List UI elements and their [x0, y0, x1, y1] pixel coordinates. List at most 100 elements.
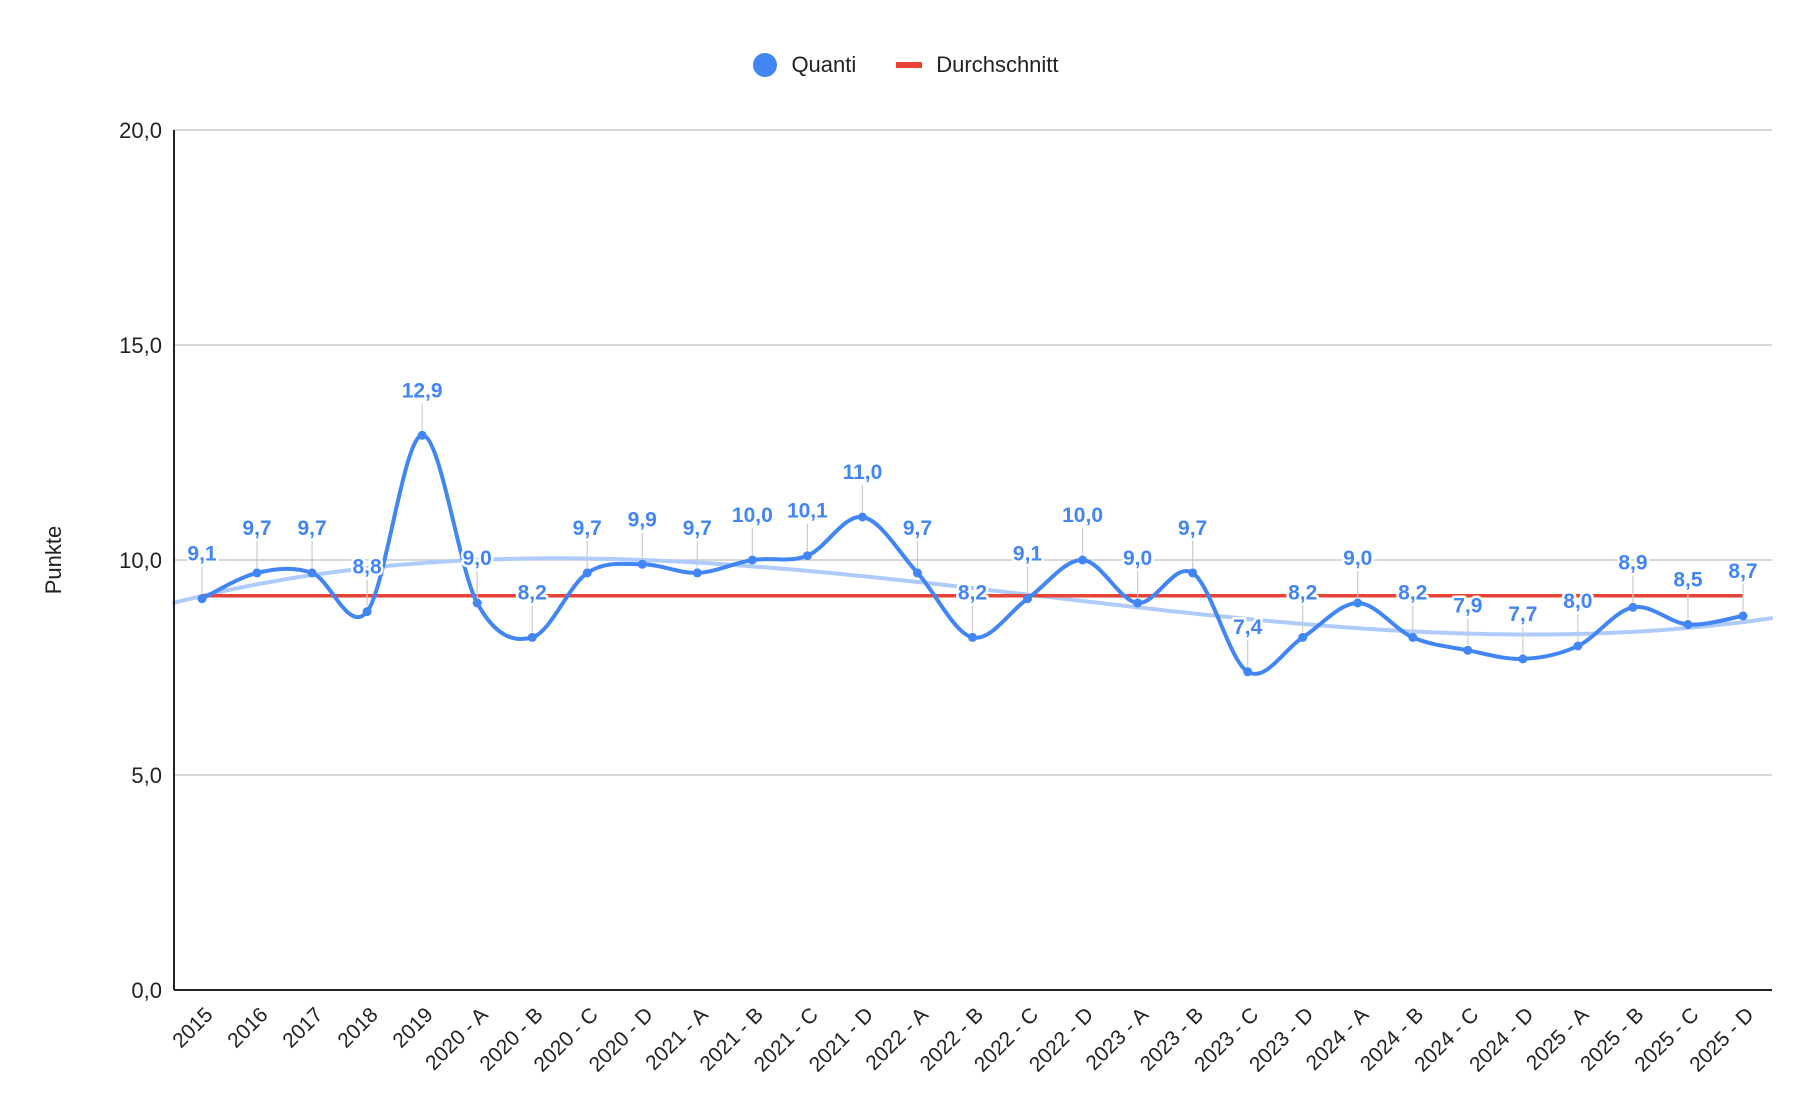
- data-point: [472, 598, 482, 608]
- data-point: [252, 568, 262, 578]
- data-label: 9,7: [1178, 517, 1207, 540]
- legend-durchschnitt-marker: [896, 62, 923, 68]
- y-tick-label: 0,0: [131, 978, 162, 1003]
- data-label: 9,1: [1013, 543, 1043, 566]
- data-label: 9,7: [573, 517, 602, 540]
- data-point: [362, 607, 372, 617]
- x-tick-label: 2019: [388, 1003, 437, 1052]
- data-label: 7,4: [1233, 616, 1263, 639]
- data-label: 8,8: [353, 556, 383, 579]
- data-label: 8,2: [1398, 581, 1427, 604]
- data-label: 12,9: [402, 379, 443, 402]
- data-label-halo: 7,4: [1233, 616, 1263, 639]
- data-label-halo: 8,8: [353, 556, 383, 579]
- data-label-halo: 9,7: [1178, 517, 1207, 540]
- data-point: [1683, 620, 1693, 629]
- y-tick-label: 20,0: [119, 118, 162, 143]
- data-point: [417, 430, 427, 440]
- data-point: [1133, 598, 1143, 608]
- data-label: 8,7: [1728, 560, 1757, 583]
- data-label: 7,9: [1453, 594, 1482, 617]
- y-tick-label: 10,0: [119, 548, 162, 573]
- y-axis-ticks: 0,0 5,0 10,0 15,0 20,0: [119, 118, 162, 1003]
- x-tick-label: 2017: [278, 1003, 327, 1052]
- quanti-points: [197, 430, 1748, 677]
- data-point: [1353, 598, 1363, 608]
- data-point: [1188, 568, 1198, 578]
- legend-quanti-label: Quanti: [791, 52, 857, 77]
- data-label: 8,2: [958, 581, 987, 604]
- data-label-halo: 8,0: [1563, 590, 1592, 613]
- data-label-halo: 10,0: [732, 504, 773, 527]
- data-point: [1628, 602, 1638, 612]
- data-label-halo: 9,7: [683, 517, 712, 540]
- label-leaders: [201, 403, 1744, 667]
- data-label: 10,0: [732, 504, 773, 527]
- data-label: 9,7: [903, 517, 932, 540]
- quanti-series: [201, 433, 1744, 676]
- data-label-halo: 9,1: [1013, 543, 1043, 566]
- trendline: [172, 556, 1773, 637]
- data-point: [1023, 594, 1033, 604]
- data-point: [307, 568, 317, 578]
- data-point: [1408, 632, 1418, 642]
- data-point: [802, 551, 812, 561]
- legend-durchschnitt-label: Durchschnitt: [936, 52, 1059, 77]
- data-point: [692, 568, 702, 578]
- data-label: 10,0: [1062, 504, 1103, 527]
- data-point: [968, 632, 977, 642]
- axes: [173, 130, 1772, 991]
- data-labels: 9,19,19,79,7 9,79,78,88,812,912,99,09,08,…: [185, 377, 1760, 642]
- data-label: 7,7: [1508, 603, 1537, 626]
- data-label: 8,5: [1673, 569, 1703, 592]
- data-point: [197, 594, 207, 604]
- x-tick-label: 2015: [168, 1003, 217, 1052]
- data-label: 9,1: [187, 543, 217, 566]
- data-label: 8,0: [1563, 590, 1592, 613]
- data-point: [1518, 654, 1528, 664]
- data-label: 9,0: [1343, 547, 1372, 570]
- data-point: [857, 512, 867, 522]
- data-label-halo: 11,0: [843, 461, 883, 484]
- data-label-halo: 8,2: [518, 581, 547, 604]
- data-label-halo: 9,1: [187, 543, 217, 566]
- legend-item-quanti[interactable]: Quanti: [753, 52, 856, 78]
- data-label-halo: 8,2: [958, 581, 987, 604]
- x-tick-label: 2016: [223, 1003, 272, 1052]
- data-label-halo: 8,2: [1288, 581, 1317, 604]
- y-tick-label: 15,0: [119, 333, 162, 358]
- data-label-halo: 8,5: [1673, 569, 1703, 592]
- data-label-halo: 8,7: [1728, 560, 1757, 583]
- trendline-curve: [172, 556, 1773, 637]
- data-label: 9,9: [628, 508, 657, 531]
- data-label: 9,7: [683, 517, 712, 540]
- data-point: [1243, 667, 1253, 677]
- quanti-line: [201, 433, 1744, 676]
- data-label: 8,2: [1288, 581, 1317, 604]
- data-label-halo: 9,0: [1123, 547, 1152, 570]
- data-label: 8,2: [518, 581, 547, 604]
- data-label-halo: 9,7: [903, 517, 932, 540]
- data-label: 11,0: [843, 461, 883, 484]
- data-label-halo: 9,7: [297, 517, 326, 540]
- legend-item-durchschnitt[interactable]: Durchschnitt: [896, 52, 1059, 78]
- data-label-halo: 7,7: [1508, 603, 1537, 626]
- data-label-halo: 8,2: [1398, 581, 1427, 604]
- data-point: [1463, 645, 1473, 655]
- data-label-halo: 9,0: [1343, 547, 1372, 570]
- y-tick-label: 5,0: [131, 763, 162, 788]
- data-label: 9,7: [242, 517, 271, 540]
- data-label-halo: 12,9: [402, 379, 443, 402]
- data-label: 9,0: [463, 547, 492, 570]
- data-label: 8,9: [1618, 551, 1647, 574]
- data-label-halo: 10,0: [1062, 504, 1103, 527]
- data-label: 9,7: [297, 517, 326, 540]
- data-point: [1738, 611, 1748, 621]
- data-point: [637, 559, 647, 569]
- chart-legend: Quanti Durchschnitt: [0, 52, 1812, 78]
- data-label: 9,0: [1123, 547, 1152, 570]
- data-label-halo: 8,9: [1618, 551, 1647, 574]
- data-point: [582, 568, 592, 578]
